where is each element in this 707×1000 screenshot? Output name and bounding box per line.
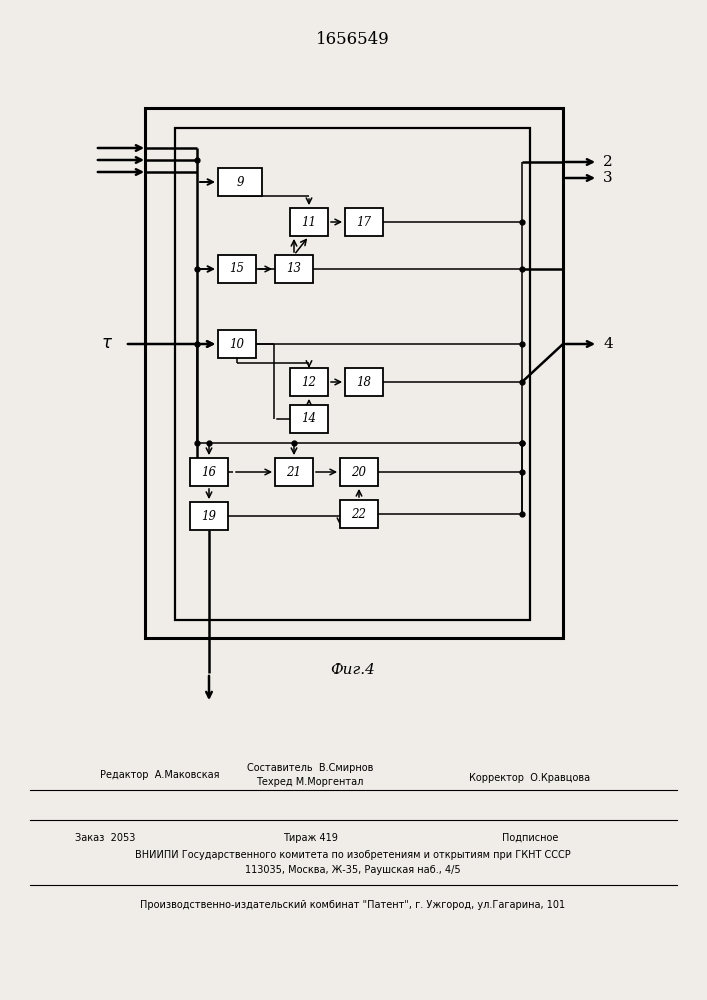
Bar [190, 502, 228, 530]
Text: 15: 15 [230, 262, 245, 275]
Text: 22: 22 [351, 508, 366, 520]
Text: Тираж 419: Тираж 419 [283, 833, 337, 843]
Text: Редактор  А.Маковская: Редактор А.Маковская [100, 770, 219, 780]
Text: Фиг.4: Фиг.4 [331, 663, 375, 677]
Bar [190, 458, 228, 486]
Text: Подписное: Подписное [502, 833, 559, 843]
Text: $\tau$: $\tau$ [101, 336, 113, 353]
Text: Техред М.Моргентал: Техред М.Моргентал [257, 777, 363, 787]
Text: 9: 9 [236, 176, 244, 188]
Bar [345, 368, 383, 396]
Text: Составитель  В.Смирнов: Составитель В.Смирнов [247, 763, 373, 773]
Text: 10: 10 [230, 338, 245, 351]
Text: 12: 12 [301, 375, 317, 388]
Text: 2: 2 [603, 155, 613, 169]
Bar [275, 458, 313, 486]
Text: 11: 11 [301, 216, 317, 229]
Bar [218, 330, 256, 358]
Text: 13: 13 [286, 262, 301, 275]
Text: Производственно-издательский комбинат "Патент", г. Ужгород, ул.Гагарина, 101: Производственно-издательский комбинат "П… [141, 900, 566, 910]
Text: 113035, Москва, Ж-35, Раушская наб., 4/5: 113035, Москва, Ж-35, Раушская наб., 4/5 [245, 865, 461, 875]
Bar [218, 168, 262, 196]
Text: Корректор  О.Кравцова: Корректор О.Кравцова [469, 773, 590, 783]
Bar [275, 255, 313, 283]
Text: 4: 4 [603, 337, 613, 351]
Bar [290, 405, 328, 433]
Text: 20: 20 [351, 466, 366, 479]
Text: 14: 14 [301, 412, 317, 426]
Bar [218, 255, 256, 283]
Text: 3: 3 [603, 171, 613, 185]
Text: 19: 19 [201, 510, 216, 522]
Bar [145, 108, 563, 638]
Bar [175, 128, 530, 620]
Text: 18: 18 [356, 375, 371, 388]
Text: 1656549: 1656549 [316, 31, 390, 48]
Text: ВНИИПИ Государственного комитета по изобретениям и открытиям при ГКНТ СССР: ВНИИПИ Государственного комитета по изоб… [135, 850, 571, 860]
Text: 16: 16 [201, 466, 216, 479]
Bar [340, 458, 378, 486]
Bar [345, 208, 383, 236]
Text: 21: 21 [286, 466, 301, 479]
Bar [340, 500, 378, 528]
Bar [290, 208, 328, 236]
Text: 17: 17 [356, 216, 371, 229]
Bar [290, 368, 328, 396]
Text: Заказ  2053: Заказ 2053 [75, 833, 135, 843]
